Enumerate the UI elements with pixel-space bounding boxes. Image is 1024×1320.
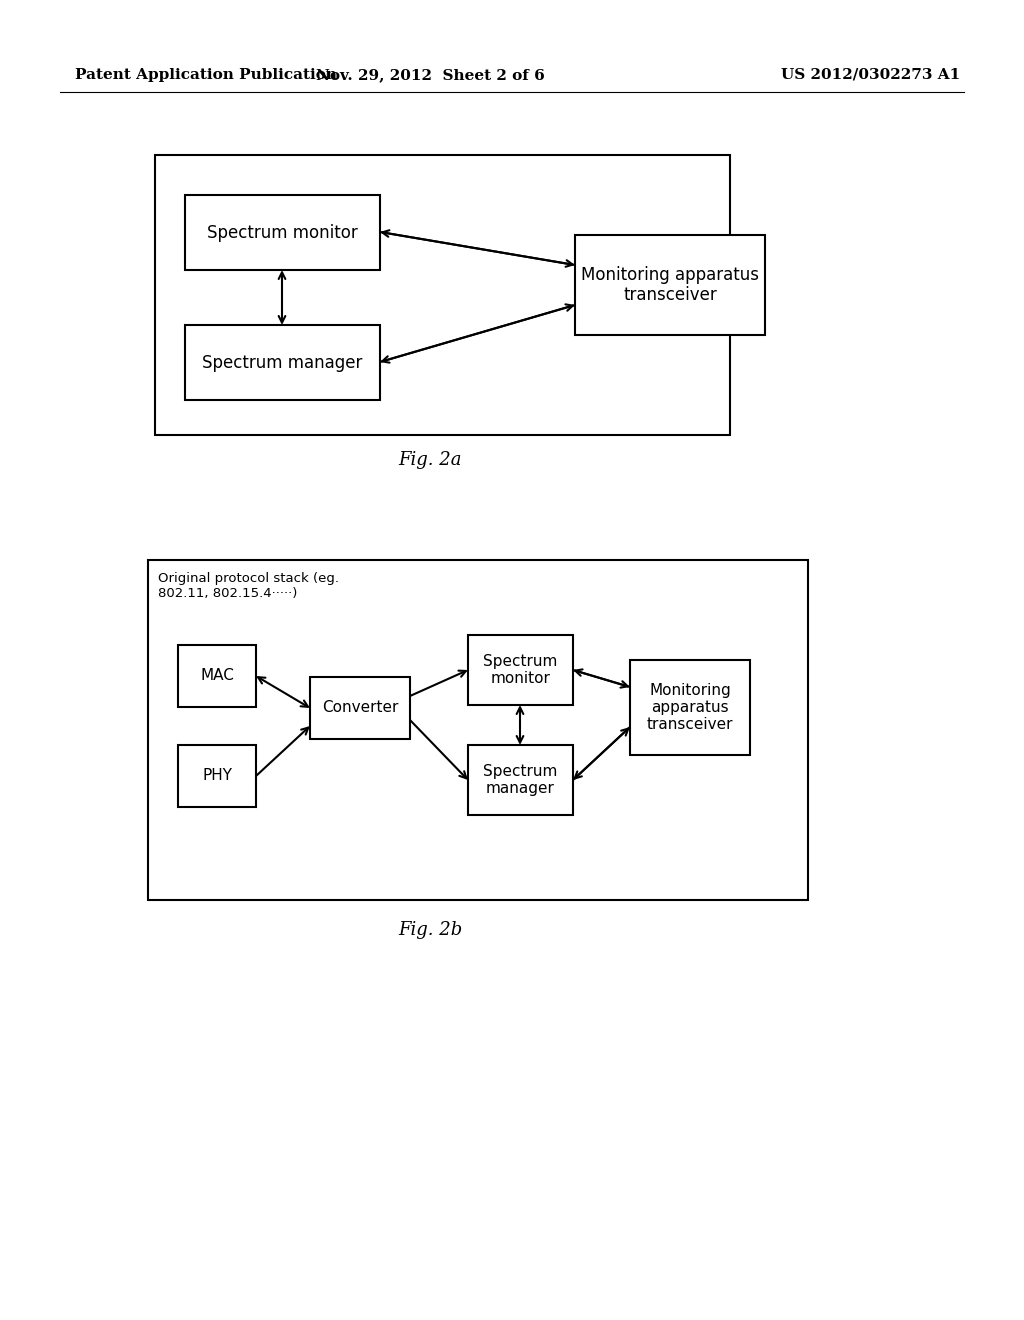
FancyArrowPatch shape	[380, 305, 572, 362]
Bar	[575, 235, 765, 335]
Bar	[468, 635, 573, 705]
Text: Original protocol stack (eg.
802.11, 802.15.4·····): Original protocol stack (eg. 802.11, 802…	[158, 572, 339, 601]
FancyArrowPatch shape	[382, 230, 575, 265]
FancyArrowPatch shape	[380, 232, 572, 267]
Bar	[185, 325, 380, 400]
FancyArrowPatch shape	[574, 727, 630, 779]
Bar	[148, 560, 808, 900]
Text: Monitoring apparatus
transceiver: Monitoring apparatus transceiver	[581, 265, 759, 305]
FancyArrowPatch shape	[410, 671, 466, 696]
Text: Spectrum
monitor: Spectrum monitor	[483, 653, 558, 686]
FancyArrowPatch shape	[258, 677, 308, 706]
FancyArrowPatch shape	[573, 729, 629, 780]
Bar	[178, 744, 256, 807]
Text: Converter: Converter	[322, 701, 398, 715]
FancyArrowPatch shape	[279, 272, 286, 322]
Text: Fig. 2b: Fig. 2b	[398, 921, 462, 939]
Text: US 2012/0302273 A1: US 2012/0302273 A1	[780, 69, 961, 82]
Text: Spectrum manager: Spectrum manager	[203, 354, 362, 371]
Text: Spectrum monitor: Spectrum monitor	[207, 223, 357, 242]
Bar	[630, 660, 750, 755]
Text: PHY: PHY	[202, 768, 232, 784]
Text: MAC: MAC	[200, 668, 233, 684]
FancyArrowPatch shape	[517, 708, 523, 743]
FancyArrowPatch shape	[573, 671, 628, 688]
FancyArrowPatch shape	[575, 669, 630, 686]
Bar	[155, 154, 730, 436]
Bar	[185, 195, 380, 271]
Text: Fig. 2a: Fig. 2a	[398, 451, 462, 469]
FancyArrowPatch shape	[410, 719, 466, 779]
FancyArrowPatch shape	[256, 727, 308, 776]
Bar	[310, 677, 410, 739]
Text: Spectrum
manager: Spectrum manager	[483, 764, 558, 796]
Text: Monitoring
apparatus
transceiver: Monitoring apparatus transceiver	[647, 682, 733, 733]
Text: Nov. 29, 2012  Sheet 2 of 6: Nov. 29, 2012 Sheet 2 of 6	[315, 69, 545, 82]
Text: Patent Application Publication: Patent Application Publication	[75, 69, 337, 82]
Bar	[468, 744, 573, 814]
FancyArrowPatch shape	[382, 305, 575, 363]
Bar	[178, 645, 256, 708]
